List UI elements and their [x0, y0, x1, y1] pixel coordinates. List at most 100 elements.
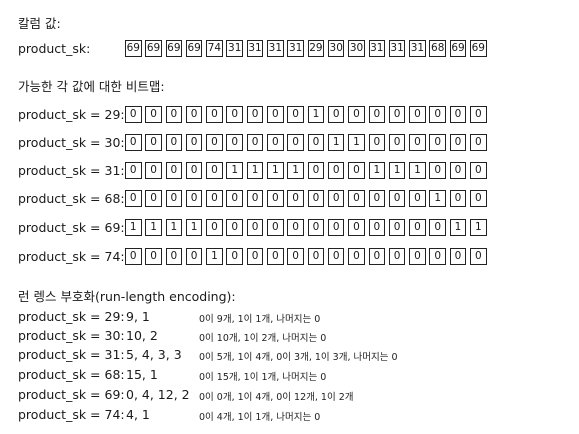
- bit-cell: 0: [449, 190, 467, 207]
- rle-description: 0이 0개, 1이 4개, 0이 12개, 1이 2개: [199, 392, 354, 403]
- bit-cell: 0: [449, 134, 467, 151]
- bit-cell: 0: [429, 248, 446, 265]
- value-cell: 31: [267, 40, 284, 57]
- bitmap-row-label: product_sk = 68:: [18, 191, 125, 206]
- value-cell: 31: [409, 40, 426, 57]
- bit-cell: 0: [267, 248, 284, 265]
- bit-cell: 0: [470, 106, 487, 123]
- bit-cell: 0: [287, 106, 304, 123]
- rle-value: 10, 2: [126, 328, 158, 343]
- bit-cell: 0: [388, 248, 406, 265]
- bit-cell: 0: [388, 134, 406, 151]
- bit-cell: 0: [327, 219, 345, 236]
- bit-cell: 0: [449, 162, 467, 179]
- bit-cell: 1: [348, 134, 365, 151]
- bit-cell: 0: [206, 134, 223, 151]
- rle-row-label: product_sk = 69:: [18, 387, 125, 402]
- bit-cell: 1: [388, 162, 406, 179]
- rle-value: 15, 1: [126, 367, 158, 382]
- bit-cell: 0: [267, 219, 284, 236]
- bit-cell: 1: [145, 219, 162, 236]
- bit-cell: 0: [429, 162, 446, 179]
- bit-cell: 1: [185, 219, 203, 236]
- rle-description: 0이 4개, 1이 1개, 나머지는 0: [199, 412, 321, 423]
- bit-cell: 0: [307, 162, 325, 179]
- bit-cell: 0: [267, 134, 284, 151]
- bit-cell: 0: [327, 190, 345, 207]
- bit-cell: 0: [145, 190, 162, 207]
- bit-cell: 0: [185, 134, 203, 151]
- bit-cell: 0: [409, 219, 426, 236]
- bit-cell: 0: [307, 190, 325, 207]
- bit-cell: 0: [165, 134, 183, 151]
- bit-cell: 0: [409, 190, 426, 207]
- bit-cell: 0: [307, 134, 325, 151]
- bit-cell: 1: [368, 162, 386, 179]
- bit-cell: 0: [226, 106, 243, 123]
- bit-cell: 0: [125, 248, 142, 265]
- bit-cell: 0: [327, 162, 345, 179]
- bit-cell: 0: [368, 248, 386, 265]
- bit-cell: 0: [246, 134, 264, 151]
- bit-cell: 0: [388, 219, 406, 236]
- bit-cell: 0: [185, 190, 203, 207]
- rle-description: 0이 5개, 1이 4개, 0이 3개, 1이 3개, 나머지는 0: [199, 352, 398, 363]
- bit-cell: 0: [125, 190, 142, 207]
- bit-cell: 0: [409, 248, 426, 265]
- rle-description: 0이 10개, 1이 2개, 나머지는 0: [199, 333, 327, 344]
- value-cell: 69: [165, 40, 183, 57]
- bit-cell: 0: [206, 190, 223, 207]
- bit-cell: 0: [246, 106, 264, 123]
- bit-cell: 0: [246, 219, 264, 236]
- bit-cell: 0: [246, 190, 264, 207]
- column-values-cells: 69 69 69 69 74 31 31 31 31 29 30 30 31 31 31 68 69 69: [125, 40, 490, 57]
- value-cell: 69: [125, 40, 142, 57]
- bitmap-row-label: product_sk = 30:: [18, 135, 125, 150]
- rle-value: 4, 1: [126, 407, 150, 422]
- bit-cell: 1: [246, 162, 264, 179]
- rle-heading: 런 렝스 부호화(run-length encoding):: [18, 289, 236, 304]
- bit-cell: 1: [226, 162, 243, 179]
- value-cell: 69: [449, 40, 467, 57]
- rle-description: 0이 9개, 1이 1개, 나머지는 0: [199, 314, 321, 325]
- rle-description: 0이 15개, 1이 1개, 나머지는 0: [199, 372, 327, 383]
- bit-cell: 0: [185, 248, 203, 265]
- rle-row-label: product_sk = 31:: [18, 347, 125, 362]
- bitmaps-heading: 가능한 각 값에 대한 비트맵:: [18, 79, 165, 94]
- bit-cell: 0: [185, 106, 203, 123]
- value-cell: 31: [368, 40, 386, 57]
- bit-cell: 0: [226, 134, 243, 151]
- bit-cell: 0: [226, 190, 243, 207]
- bit-cell: 0: [368, 134, 386, 151]
- bit-cell: 1: [470, 219, 487, 236]
- bit-cell: 0: [125, 106, 142, 123]
- bit-cell: 0: [185, 162, 203, 179]
- bit-cell: 0: [388, 190, 406, 207]
- bit-cell: 0: [206, 106, 223, 123]
- bit-cell: 0: [287, 248, 304, 265]
- bitmap-row-label: product_sk = 31:: [18, 163, 125, 178]
- column-values-heading: 칼럼 값:: [18, 16, 61, 31]
- bit-cell: 0: [327, 248, 345, 265]
- bit-cell: 0: [368, 106, 386, 123]
- bit-cell: 0: [348, 190, 365, 207]
- bit-cell: 1: [449, 219, 467, 236]
- bit-cell: 0: [226, 219, 243, 236]
- value-cell: 74: [206, 40, 223, 57]
- rle-row-label: product_sk = 30:: [18, 328, 125, 343]
- rle-row-label: product_sk = 29:: [18, 309, 125, 324]
- bit-cell: 0: [429, 106, 446, 123]
- bit-cell: 0: [307, 219, 325, 236]
- bit-cell: 0: [348, 248, 365, 265]
- value-cell: 29: [307, 40, 325, 57]
- bitmap-row-label: product_sk = 74:: [18, 249, 125, 264]
- bit-cell: 1: [267, 162, 284, 179]
- bit-cell: 1: [409, 162, 426, 179]
- bit-cell: 0: [368, 219, 386, 236]
- column-values-label: product_sk:: [18, 41, 91, 56]
